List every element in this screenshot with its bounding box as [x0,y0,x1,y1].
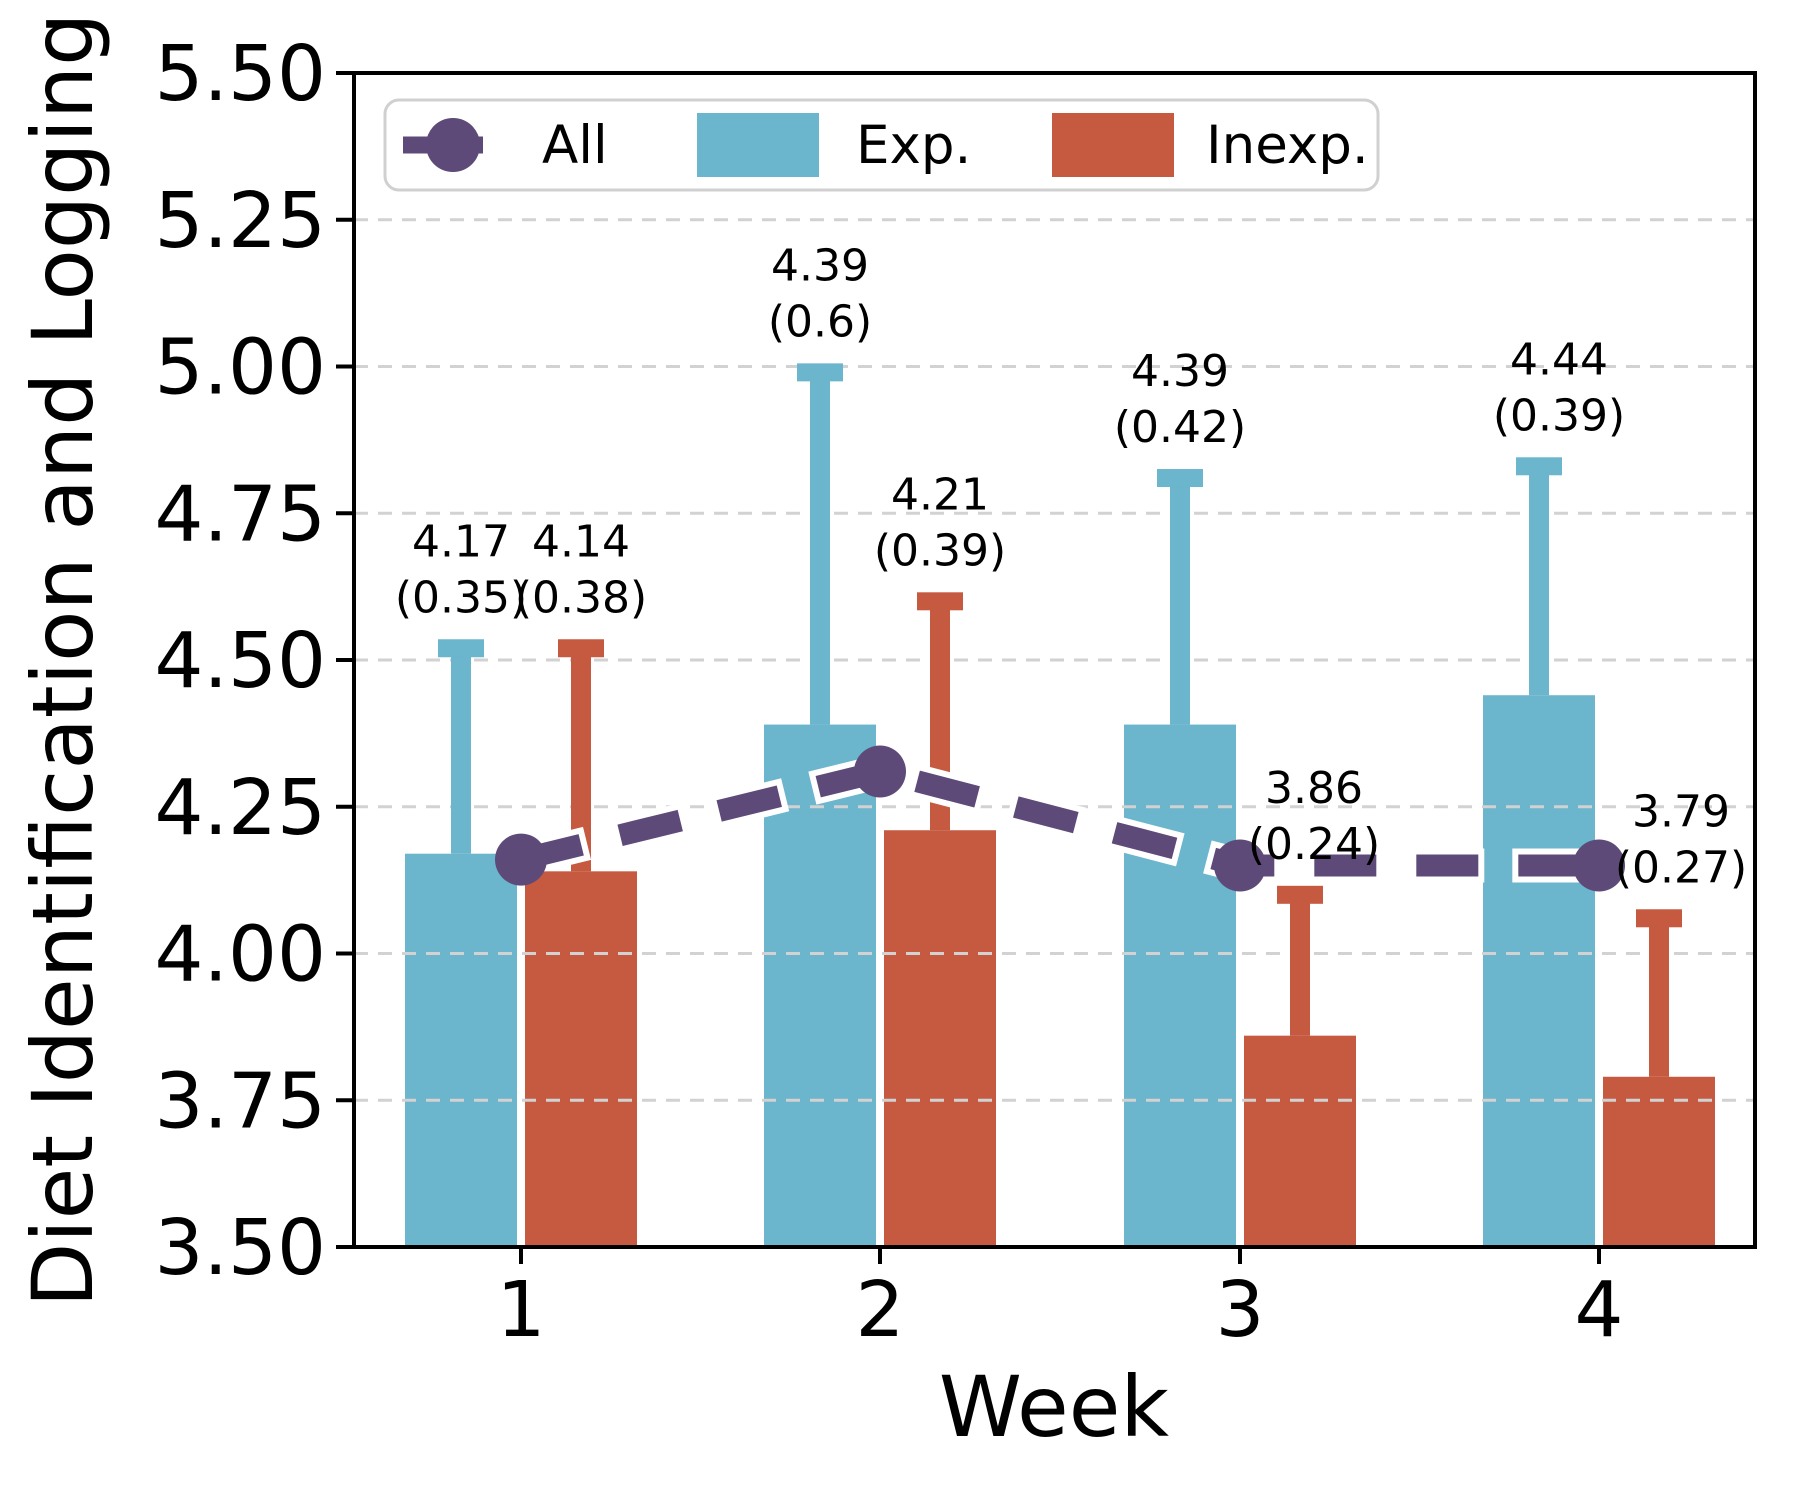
y-tick-label: 5.50 [155,30,326,119]
legend-label-exp: Exp. [856,115,971,176]
y-tick-label: 3.50 [155,1204,326,1293]
legend-item-inexp: Inexp. [1052,113,1369,177]
x-tick-label: 2 [856,1266,905,1355]
y-tick-label: 3.75 [155,1057,326,1146]
annotation-inexp-week-3: 3.86 [1265,763,1363,814]
errorbar-cap-inexp-week-4 [1636,909,1682,928]
annotation-exp-week-2: (0.6) [768,296,872,347]
all-marker-icon [426,118,480,172]
errorbar-stem-exp-week-3 [1170,478,1190,725]
annotations-layer: 4.17(0.35)4.39(0.6)4.39(0.42)4.44(0.39)4… [395,240,1747,893]
errorbar-stem-exp-week-2 [810,372,830,725]
plot-border [352,71,1757,1249]
annotation-exp-week-1: (0.35) [395,572,527,623]
bar-inexp-week-1 [525,871,637,1247]
errorbar-stem-exp-week-4 [1529,466,1549,696]
y-tick-label: 4.00 [155,911,326,1000]
annotation-inexp-week-2: 4.21 [891,469,989,520]
bar-inexp-week-2 [884,830,996,1247]
y-tick-label: 5.25 [155,177,326,266]
errorbar-stem-inexp-week-1 [571,648,591,872]
x-tick-label: 1 [497,1266,546,1355]
errorbar-cap-exp-week-1 [438,639,484,658]
annotation-inexp-week-2: (0.39) [874,525,1006,576]
legend: All Exp. Inexp. [383,98,1380,192]
y-tick-label: 4.75 [155,470,326,559]
annotation-exp-week-2: 4.39 [771,240,869,291]
inexp-swatch [1052,113,1174,177]
legend-item-exp: Exp. [697,113,971,177]
axes-ticks-layer: 5.50 5.25 5.00 4.75 4.50 4.25 4.00 3.75 3.50 1 2 3 4 [155,30,1624,1355]
annotation-exp-week-3: 4.39 [1131,346,1229,397]
errorbars-layer [438,363,1682,1077]
annotation-inexp-week-4: (0.27) [1615,842,1747,893]
y-tick-label: 4.50 [155,617,326,706]
annotation-exp-week-1: 4.17 [412,516,510,567]
bar-exp-week-1 [405,853,517,1247]
bar-inexp-week-3 [1244,1035,1356,1247]
all-marker-week-4 [1573,839,1625,892]
annotation-exp-week-4: 4.44 [1510,334,1608,385]
x-axis-label: Week [939,1358,1169,1456]
all-line [518,760,1599,877]
bar-exp-week-4 [1483,695,1595,1247]
errorbar-cap-exp-week-4 [1516,457,1562,476]
all-marker-week-1 [495,833,547,886]
annotation-inexp-week-1: (0.38) [515,572,647,623]
y-axis-label: Diet Identification and Logging [14,13,112,1308]
x-tick-label: 4 [1575,1266,1624,1355]
legend-label-all: All [542,115,608,176]
annotation-inexp-week-3: (0.24) [1248,819,1380,870]
errorbar-stem-exp-week-1 [451,648,471,854]
y-tick-label: 5.00 [155,324,326,413]
errorbar-stem-inexp-week-3 [1290,894,1310,1036]
legend-label-inexp: Inexp. [1206,115,1369,176]
errorbar-cap-inexp-week-2 [917,592,963,611]
errorbar-cap-exp-week-2 [797,363,843,382]
bars-layer [405,695,1715,1247]
annotation-inexp-week-4: 3.79 [1632,786,1730,837]
all-marker-week-3 [1214,839,1266,892]
y-tick-label: 4.25 [155,764,326,853]
errorbar-stem-inexp-week-4 [1649,918,1669,1077]
mean-line-layer [495,745,1625,892]
errorbar-cap-exp-week-3 [1157,469,1203,488]
annotation-exp-week-4: (0.39) [1493,390,1625,441]
x-tick-label: 3 [1216,1266,1265,1355]
bar-exp-week-3 [1124,724,1236,1247]
exp-swatch [697,113,819,177]
annotation-inexp-week-1: 4.14 [532,516,630,567]
annotation-exp-week-3: (0.42) [1114,402,1246,453]
all-marker-week-2 [854,745,906,798]
errorbar-cap-inexp-week-3 [1277,885,1323,904]
bar-inexp-week-4 [1603,1076,1715,1247]
legend-item-all: All [403,115,608,176]
errorbar-cap-inexp-week-1 [558,639,604,658]
